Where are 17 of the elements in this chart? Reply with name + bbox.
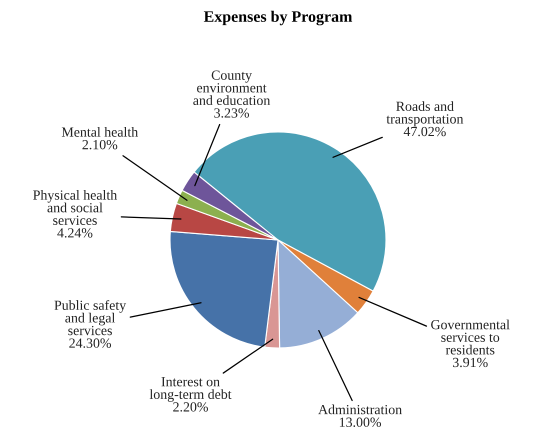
chart-title: Expenses by Program [204,10,352,26]
slice-label: Mental health [62,126,138,137]
data-label: 4.24% [57,228,92,238]
slice-label: Administration [318,404,402,414]
data-label: 47.02% [404,126,446,136]
data-label: 3.91% [452,358,488,368]
slice-label: Roads and transportation [386,101,464,126]
slice-label: Governmental services to residents [431,320,510,355]
slice-label: Interest on long-term debt [150,377,232,402]
slice-label: County environment and education [193,70,270,106]
data-label: 3.23% [214,108,250,118]
data-label: 2.10% [82,140,118,150]
data-label: 24.30% [69,338,112,348]
data-label: 2.20% [173,402,208,412]
slice-label: Public safety and legal services [54,300,126,336]
data-label: 13.00% [340,418,382,427]
slice-label: Physical health and social services [33,190,118,225]
